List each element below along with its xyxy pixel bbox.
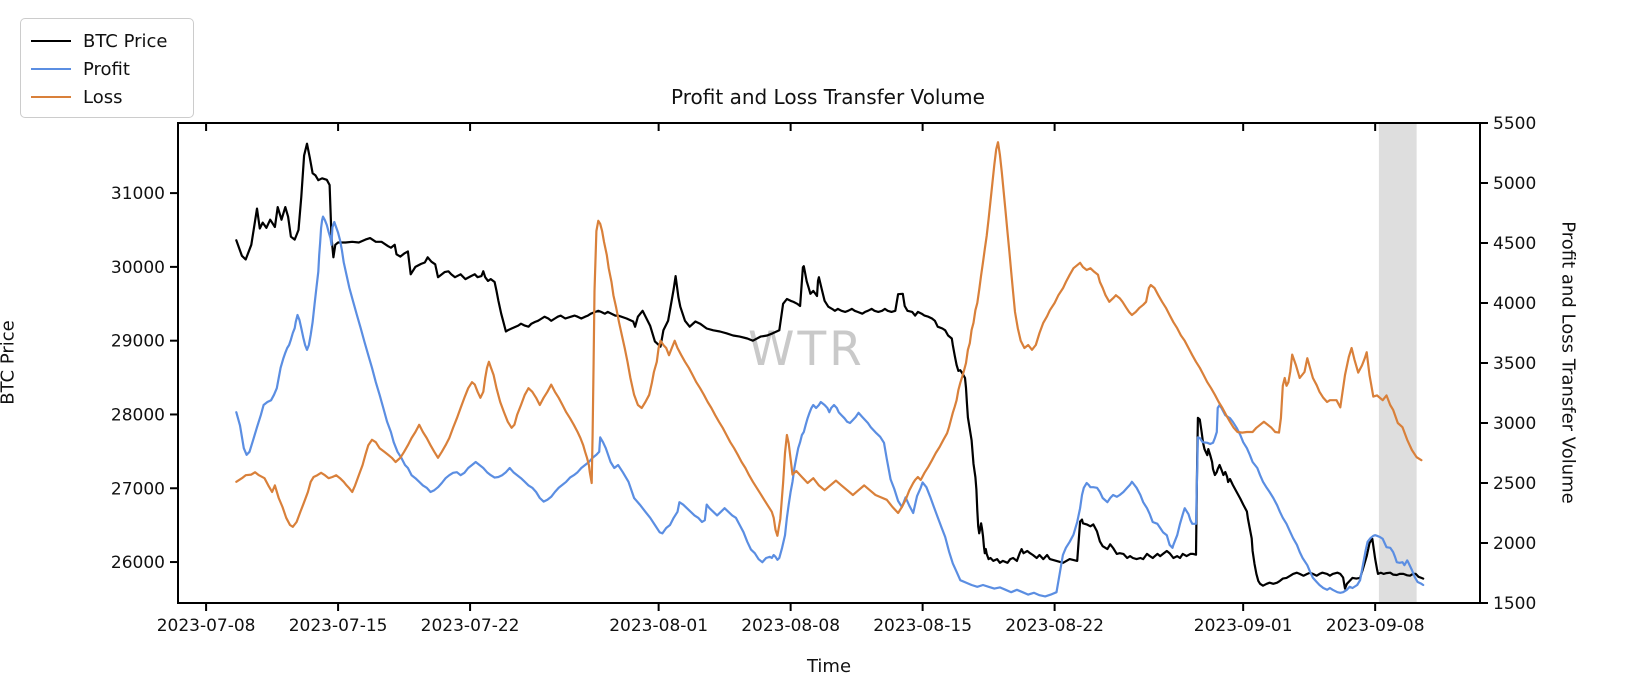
y-right-tick-label: 2000 bbox=[1493, 534, 1536, 554]
series-loss bbox=[235, 141, 1423, 537]
x-tick-label: 2023-08-22 bbox=[1005, 616, 1104, 636]
legend-item-loss: Loss bbox=[31, 83, 183, 111]
y-right-tick-label: 4500 bbox=[1493, 234, 1536, 254]
legend-item-profit: Profit bbox=[31, 55, 183, 83]
y-axis-left-label: BTC Price bbox=[0, 320, 19, 405]
y-axis-right-label: Profit and Loss Transfer Volume bbox=[1557, 221, 1579, 504]
y-right-tick-label: 3000 bbox=[1493, 414, 1536, 434]
btc-price-line-swatch bbox=[31, 40, 71, 42]
y-left-tick-label: 30000 bbox=[111, 258, 165, 278]
legend-label: Profit bbox=[83, 58, 130, 80]
profit-line-swatch bbox=[31, 68, 71, 70]
watermark: WTR bbox=[748, 322, 865, 377]
y-right-tick-label: 1500 bbox=[1493, 594, 1536, 614]
y-left-tick-label: 31000 bbox=[111, 184, 165, 204]
x-tick-label: 2023-07-22 bbox=[421, 616, 520, 636]
y-right-tick-label: 5500 bbox=[1493, 114, 1536, 134]
y-right-tick-label: 3500 bbox=[1493, 354, 1536, 374]
chart-title: Profit and Loss Transfer Volume bbox=[671, 85, 985, 109]
x-tick-label: 2023-08-15 bbox=[873, 616, 972, 636]
y-right-tick-label: 5000 bbox=[1493, 174, 1536, 194]
highlight-band bbox=[1378, 123, 1417, 603]
legend: BTC Price Profit Loss bbox=[20, 18, 194, 118]
y-left-tick-label: 27000 bbox=[111, 479, 165, 499]
legend-item-btc-price: BTC Price bbox=[31, 27, 183, 55]
loss-line-swatch bbox=[31, 96, 71, 98]
legend-label: BTC Price bbox=[83, 30, 168, 52]
x-tick-label: 2023-09-08 bbox=[1326, 616, 1425, 636]
y-left-tick-label: 29000 bbox=[111, 332, 165, 352]
series-profit bbox=[235, 215, 1425, 598]
legend-label: Loss bbox=[83, 86, 123, 108]
x-tick-label: 2023-08-08 bbox=[741, 616, 840, 636]
x-tick-label: 2023-08-01 bbox=[609, 616, 708, 636]
y-right-tick-label: 4000 bbox=[1493, 294, 1536, 314]
plot-border bbox=[177, 122, 1481, 604]
x-tick-label: 2023-07-08 bbox=[157, 616, 256, 636]
y-left-tick-label: 26000 bbox=[111, 553, 165, 573]
series-btc-price bbox=[235, 142, 1425, 590]
y-right-tick-label: 2500 bbox=[1493, 474, 1536, 494]
x-axis-label: Time bbox=[806, 656, 852, 677]
x-tick-label: 2023-09-01 bbox=[1194, 616, 1293, 636]
y-left-tick-label: 28000 bbox=[111, 405, 165, 425]
x-tick-label: 2023-07-15 bbox=[289, 616, 388, 636]
